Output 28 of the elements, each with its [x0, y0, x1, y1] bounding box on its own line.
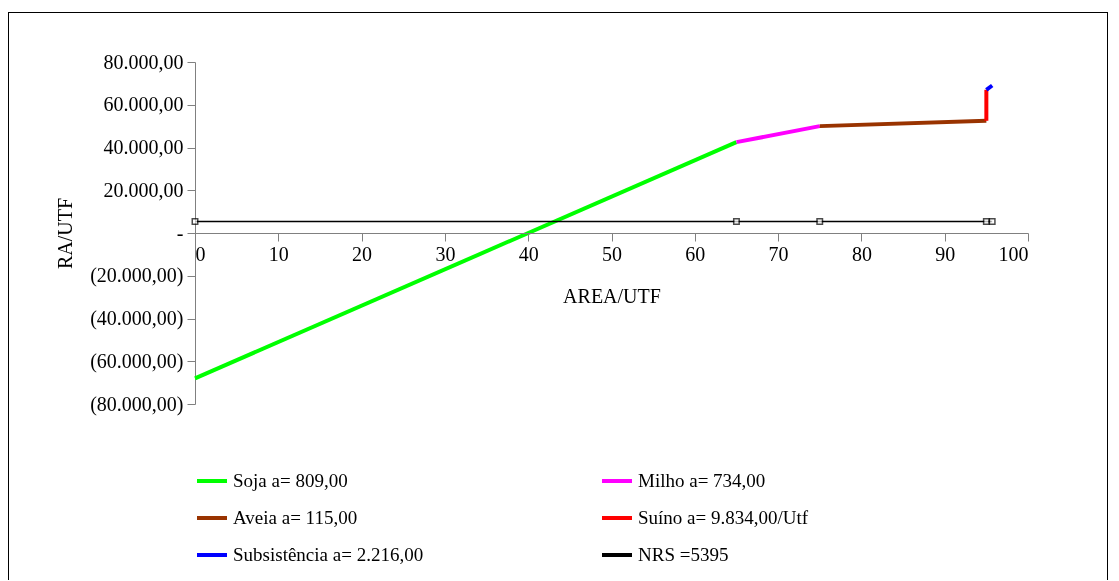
- y-tick-label: (80.000,00): [90, 392, 184, 416]
- y-tick-label: (40.000,00): [90, 307, 184, 330]
- legend-label: Subsistência a= 2.216,00: [233, 544, 424, 565]
- y-tick-label: (60.000,00): [90, 349, 184, 373]
- legend-label: Milho a= 734,00: [638, 470, 766, 491]
- y-tick-label: -: [176, 221, 184, 244]
- y-axis-title: RA/UTF: [54, 197, 77, 270]
- x-tick-label: 10: [268, 242, 289, 265]
- legend-label: Aveia a= 115,00: [233, 507, 358, 528]
- legend-label: NRS =5395: [638, 544, 729, 565]
- x-tick-label: 80: [851, 242, 872, 265]
- x-tick-label: 20: [352, 242, 373, 265]
- x-tick-label: 100: [998, 242, 1029, 265]
- x-tick-label: 30: [435, 242, 456, 265]
- y-tick-label: (20.000,00): [90, 264, 184, 288]
- x-tick-label: 0: [195, 242, 206, 265]
- y-tick-label: 40.000,00: [103, 136, 184, 158]
- legend-label: Suíno a= 9.834,00/Utf: [638, 507, 809, 528]
- y-tick-label: 20.000,00: [103, 178, 184, 201]
- x-tick-label: 60: [685, 242, 706, 265]
- x-axis-title: AREA/UTF: [563, 284, 661, 307]
- y-tick-label: 60.000,00: [103, 93, 184, 116]
- y-tick-label: 80.000,00: [103, 50, 184, 73]
- x-tick-label: 90: [935, 242, 956, 265]
- x-tick-label: 50: [602, 242, 622, 265]
- legend-label: Soja a= 809,00: [233, 470, 348, 491]
- x-tick-label: 70: [768, 242, 789, 265]
- x-tick-label: 40: [518, 242, 539, 265]
